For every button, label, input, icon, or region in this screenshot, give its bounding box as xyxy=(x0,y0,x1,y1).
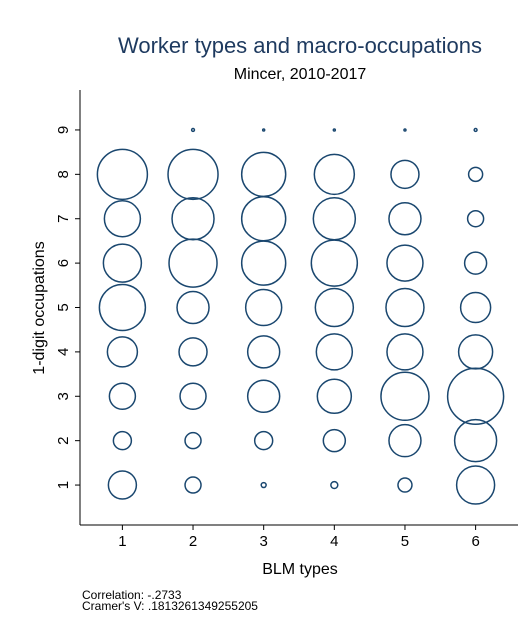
y-tick-label: 8 xyxy=(55,170,72,178)
bubble xyxy=(176,290,210,325)
bubble xyxy=(190,127,196,133)
bubble xyxy=(385,287,425,328)
chart-title: Worker types and macro-occupations xyxy=(118,33,482,58)
bubble xyxy=(388,423,422,458)
bubble xyxy=(171,196,215,241)
x-tick-label: 6 xyxy=(471,533,479,550)
x-tick-label: 2 xyxy=(189,533,197,550)
x-axis-label: BLM types xyxy=(262,561,338,578)
bubble xyxy=(315,333,354,371)
bubble xyxy=(455,465,496,505)
bubble xyxy=(240,151,287,198)
bubble xyxy=(403,128,407,132)
x-tick-label: 4 xyxy=(330,533,338,550)
bubble xyxy=(102,243,143,283)
bubble xyxy=(397,477,413,493)
bubble xyxy=(253,430,274,451)
bubble xyxy=(467,166,484,183)
bubble xyxy=(314,287,355,328)
bubble xyxy=(473,127,478,133)
bubble xyxy=(179,382,207,411)
bubble xyxy=(184,431,202,450)
chart-subtitle: Mincer, 2010-2017 xyxy=(234,66,367,83)
bubble xyxy=(457,334,494,370)
bubble xyxy=(167,148,219,201)
y-tick-label: 9 xyxy=(55,126,72,134)
y-tick-label: 1 xyxy=(55,481,72,489)
bubble xyxy=(108,382,137,411)
bubble xyxy=(390,159,420,190)
bubble xyxy=(453,418,498,463)
bubble xyxy=(178,337,208,367)
x-tick-label: 3 xyxy=(260,533,268,550)
bubble xyxy=(332,128,337,132)
bubble xyxy=(322,428,347,453)
bubble xyxy=(459,291,492,324)
bubble xyxy=(260,481,267,489)
y-tick-label: 3 xyxy=(55,392,72,400)
bubble xyxy=(388,201,422,236)
y-tick-label: 5 xyxy=(55,303,72,311)
bubble xyxy=(246,379,281,414)
y-axis-label: 1-digit occupations xyxy=(31,241,48,374)
bubble xyxy=(386,333,424,371)
y-tick-label: 7 xyxy=(55,215,72,223)
bubble xyxy=(106,336,139,368)
y-tick-label: 2 xyxy=(55,436,72,444)
bubble xyxy=(96,148,149,201)
bubble xyxy=(246,335,281,369)
y-tick-label: 4 xyxy=(55,348,72,356)
bubble xyxy=(98,283,147,332)
bubble xyxy=(330,480,339,490)
bubble xyxy=(312,196,357,241)
annotation: Cramer's V: .1813261349255205 xyxy=(82,599,258,613)
bubble xyxy=(313,153,356,196)
bubble xyxy=(316,378,353,415)
bubble xyxy=(184,476,202,494)
bubble xyxy=(463,251,488,275)
bubble xyxy=(466,209,485,228)
x-tick-label: 1 xyxy=(118,533,126,550)
y-tick-label: 6 xyxy=(55,259,72,267)
bubble xyxy=(112,430,133,451)
bubble xyxy=(103,199,142,238)
bubble xyxy=(261,128,266,132)
annotation: Correlation: -.2733 xyxy=(82,588,182,602)
bubble xyxy=(380,371,430,422)
x-tick-label: 5 xyxy=(401,533,409,550)
bubble xyxy=(386,244,424,282)
bubble xyxy=(107,470,138,500)
bubble xyxy=(244,288,283,327)
